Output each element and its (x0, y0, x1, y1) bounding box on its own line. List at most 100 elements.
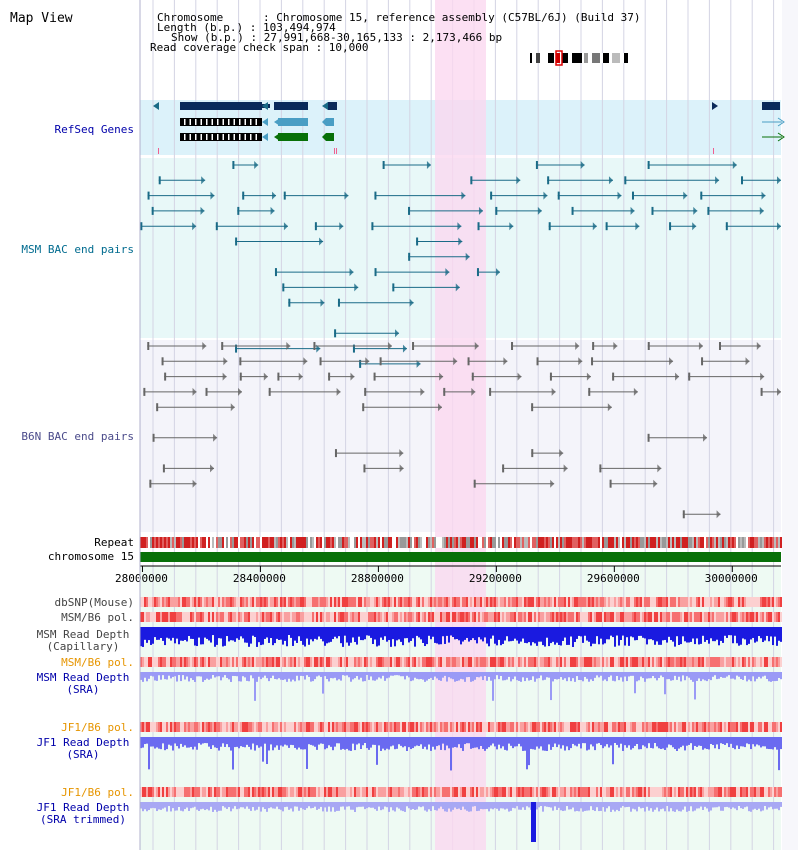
jf1-pol2-strip (196, 787, 198, 797)
msm-pol-strip (358, 612, 360, 622)
jf1-depth-sra-bar (720, 737, 722, 744)
jf1-pol2-strip (140, 787, 142, 797)
jf1-depth-trimmed-bar (686, 802, 688, 812)
jf1-pol2-strip (534, 787, 536, 797)
msm-pol-sra-strip (204, 657, 206, 667)
repeat-bar (356, 537, 358, 548)
msm-pol-sra-strip (624, 657, 626, 667)
jf1-depth-sra-bar (528, 737, 530, 766)
msm-pol-sra-strip (340, 657, 342, 667)
dbsnp-strip (146, 597, 148, 607)
jf1-depth-trimmed-bar (186, 802, 188, 808)
msm-pol-sra-strip (770, 657, 772, 667)
gene-block (762, 102, 780, 110)
msm-pol-strip (506, 612, 508, 622)
jf1-pol2-strip (740, 787, 742, 797)
b6n-bac-track-label[interactable]: B6N BAC end pairs (21, 430, 134, 443)
jf1-pol-strip (770, 722, 772, 732)
msm-bac-track-label[interactable]: MSM BAC end pairs (21, 243, 134, 256)
jf1-depth-trimmed-bar (718, 802, 720, 807)
dbsnp-strip (546, 597, 548, 607)
jf1-pol-strip (256, 722, 258, 732)
gene-arrow (153, 102, 159, 110)
dbsnp-strip (472, 597, 474, 607)
jf1-depth-trimmed-bar (430, 802, 432, 812)
repeat-bar (264, 537, 266, 548)
dbsnp-strip (466, 597, 468, 607)
jf1-pol2-strip (614, 787, 616, 797)
jf1-pol-strip (552, 722, 554, 732)
msm-depth-sra-bar (682, 672, 684, 676)
repeat-bar (550, 537, 552, 548)
msm-pol-sra-strip (722, 657, 724, 667)
jf1-pol2-strip (168, 787, 170, 797)
jf1-pol2-strip (716, 787, 718, 797)
msm-pol-sra-strip (378, 657, 380, 667)
msm-pol-strip (772, 612, 774, 622)
jf1-pol-strip (534, 722, 536, 732)
bac-end-arrow (316, 344, 321, 353)
msm-pol-strip (422, 612, 424, 622)
dbsnp-strip (214, 597, 216, 607)
msm-depth-capillary-bar (532, 627, 534, 643)
dbsnp-strip (596, 597, 598, 607)
jf1-depth-sra-bar (334, 737, 336, 747)
jf1-pol2-strip (174, 787, 176, 797)
dbsnp-strip (148, 597, 150, 607)
jf1-depth-trimmed-bar (168, 802, 170, 807)
msm-depth-capillary-bar (606, 627, 608, 640)
msm-pol-strip (632, 612, 634, 622)
msm-pol-strip (370, 612, 372, 622)
repeat-bar (606, 537, 608, 548)
jf1-pol-strip (414, 722, 416, 732)
msm-depth-sra-bar (252, 672, 254, 679)
msm-depth-sra-bar (164, 672, 166, 680)
repeat-bar (172, 537, 174, 548)
jf1-depth-trimmed-bar (458, 802, 460, 809)
ideogram-band (572, 53, 582, 63)
jf1-pol2-strip (402, 787, 404, 797)
dbsnp-strip (648, 597, 650, 607)
jf1-depth-trimmed-bar (744, 802, 746, 808)
jf1-depth-sra-bar (166, 737, 168, 750)
jf1-depth-trimmed-bar (260, 802, 262, 812)
msm-pol-strip (286, 612, 288, 622)
repeat-bar (324, 537, 326, 548)
repeat-bar (398, 537, 400, 548)
jf1-pol-strip (670, 722, 672, 732)
jf1-pol2-strip (704, 787, 706, 797)
dbsnp-strip (174, 597, 176, 607)
jf1-depth-trimmed-bar (468, 802, 470, 812)
dbsnp-strip (610, 597, 612, 607)
repeat-bar (690, 537, 692, 548)
msm-pol-sra-strip (644, 657, 646, 667)
jf1-pol2-strip (548, 787, 550, 797)
dbsnp-strip (430, 597, 432, 607)
repeat-bar (440, 537, 442, 548)
msm-pol-strip (404, 612, 406, 622)
jf1-depth-trimmed-bar (620, 802, 622, 808)
msm-pol-sra-strip (362, 657, 364, 667)
jf1-depth-trimmed-bar (352, 802, 354, 810)
jf1-depth-trimmed-bar (672, 802, 674, 812)
jf1-pol2-strip (620, 787, 622, 797)
jf1-depth-sra-bar (736, 737, 738, 746)
msm-depth-sra-bar (142, 672, 144, 682)
jf1-depth-trimmed-bar (212, 802, 214, 812)
msm-pol-strip (272, 612, 274, 622)
msm-pol-strip (518, 612, 520, 622)
msm-pol-sra-strip (594, 657, 596, 667)
jf1-depth-trimmed-bar (244, 802, 246, 809)
jf1-depth-trimmed-bar (670, 802, 672, 809)
msm-pol-strip (770, 612, 772, 622)
jf1-depth-trimmed-bar (302, 802, 304, 810)
msm-depth-sra-bar (570, 672, 572, 682)
jf1-pol2-strip (226, 787, 228, 797)
bac-end-left (599, 464, 602, 473)
bac-end-arrow (192, 479, 197, 488)
dbsnp-strip (198, 597, 200, 607)
msm-pol-strip (760, 612, 762, 622)
refseq-track-label[interactable]: RefSeq Genes (54, 123, 134, 136)
jf1-pol2-strip (654, 787, 656, 797)
